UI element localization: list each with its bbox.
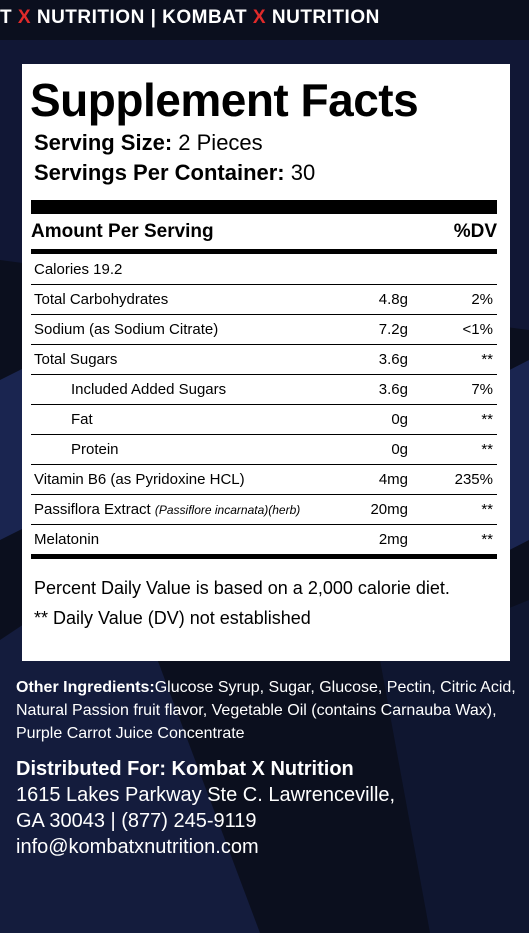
brand-text: NUTRITION bbox=[266, 7, 380, 28]
table-row: Total Carbohydrates 4.8g 2% bbox=[31, 285, 497, 315]
footnote-daily-value: Percent Daily Value is based on a 2,000 … bbox=[34, 578, 450, 598]
nutrient-name: Sodium (as Sodium Citrate) bbox=[31, 321, 328, 338]
nutrient-dv: ** bbox=[481, 351, 493, 368]
distributor-address-line1: 1615 Lakes Parkway Ste C. Lawrenceville, bbox=[16, 784, 396, 806]
nutrient-amount: 3.6g bbox=[378, 381, 408, 398]
nutrient-name-text: Sodium (as Sodium Citrate) bbox=[34, 321, 219, 338]
amount-header-row: Amount Per Serving %DV bbox=[31, 214, 497, 254]
nutrient-name: Total Sugars bbox=[31, 351, 328, 368]
panel-title: Supplement Facts bbox=[30, 74, 419, 126]
table-row: Melatonin 2mg ** bbox=[31, 525, 497, 559]
table-row: Protein 0g ** bbox=[31, 435, 497, 465]
other-ingredients-label: Other Ingredients: bbox=[16, 679, 155, 696]
servings-per-container-label: Servings Per Container: bbox=[34, 160, 285, 185]
nutrient-name-text: Total Sugars bbox=[34, 351, 118, 368]
distributor-address-line2: GA 30043 | (877) 245-9119 bbox=[16, 810, 257, 832]
footnote-not-established: ** Daily Value (DV) not established bbox=[34, 608, 311, 628]
nutrient-amount: 4.8g bbox=[378, 291, 408, 308]
footnotes: Percent Daily Value is based on a 2,000 … bbox=[31, 573, 497, 633]
nutrient-amount: 4mg bbox=[378, 471, 408, 488]
nutrient-name: Fat bbox=[31, 411, 328, 428]
servings-per-container: Servings Per Container: 30 bbox=[34, 158, 497, 188]
nutrient-dv: ** bbox=[481, 441, 493, 458]
serving-size-label: Serving Size: bbox=[34, 130, 173, 155]
distributor-label: Distributed For: Kombat X Nutrition bbox=[16, 758, 354, 780]
brand-x-mark: X bbox=[252, 7, 267, 28]
distributor-info: Distributed For: Kombat X Nutrition 1615… bbox=[16, 756, 395, 860]
nutrient-name-text: Fat bbox=[71, 411, 93, 428]
table-row: Fat 0g ** bbox=[31, 405, 497, 435]
nutrient-dv: ** bbox=[481, 531, 493, 548]
nutrient-amount: 7.2g bbox=[378, 321, 408, 338]
nutrient-dv: <1% bbox=[462, 321, 493, 338]
nutrient-name-text: Melatonin bbox=[34, 531, 100, 548]
thick-divider bbox=[31, 200, 497, 214]
table-row: Sodium (as Sodium Citrate) 7.2g <1% bbox=[31, 315, 497, 345]
other-ingredients: Other Ingredients:Glucose Syrup, Sugar, … bbox=[16, 676, 521, 745]
nutrient-name: Protein bbox=[31, 441, 328, 458]
table-row: Vitamin B6 (as Pyridoxine HCL) 4mg 235% bbox=[31, 465, 497, 495]
nutrient-name: Melatonin bbox=[31, 531, 328, 548]
brand-text: T bbox=[0, 7, 18, 28]
nutrient-name-text: Protein bbox=[71, 441, 119, 458]
brand-x-mark: X bbox=[17, 7, 32, 28]
nutrient-name-text: Included Added Sugars bbox=[71, 381, 227, 398]
serving-size: Serving Size: 2 Pieces bbox=[34, 128, 497, 158]
nutrient-name: Passiflora Extract (Passiflore incarnata… bbox=[31, 501, 328, 518]
calories-row: Calories 19.2 bbox=[31, 254, 497, 285]
distributor-email: info@kombatxnutrition.com bbox=[16, 836, 259, 858]
table-row: Total Sugars 3.6g ** bbox=[31, 345, 497, 375]
servings-per-container-value: 30 bbox=[290, 160, 316, 185]
nutrient-amount: 20mg bbox=[370, 501, 408, 518]
brand-banner: T X NUTRITION | KOMBAT X NUTRITION bbox=[0, 0, 529, 40]
dv-header: %DV bbox=[453, 221, 497, 242]
nutrient-name: Total Carbohydrates bbox=[31, 291, 328, 308]
nutrient-name-text: Total Carbohydrates bbox=[34, 291, 169, 308]
nutrient-dv: 2% bbox=[471, 291, 493, 308]
table-row: Included Added Sugars 3.6g 7% bbox=[31, 375, 497, 405]
nutrient-name: Vitamin B6 (as Pyridoxine HCL) bbox=[31, 471, 328, 488]
supplement-facts-panel: Supplement Facts Serving Size: 2 Pieces … bbox=[22, 64, 510, 661]
nutrient-amount: 2mg bbox=[378, 531, 408, 548]
nutrient-dv: ** bbox=[481, 501, 493, 518]
scientific-name: (Passiflore incarnata)(herb) bbox=[154, 503, 301, 517]
nutrient-amount: 0g bbox=[391, 441, 408, 458]
nutrient-rows: Total Carbohydrates 4.8g 2% Sodium (as Sodi… bbox=[31, 285, 497, 559]
nutrient-dv: 7% bbox=[471, 381, 493, 398]
amount-header: Amount Per Serving bbox=[31, 221, 214, 242]
serving-size-value: 2 Pieces bbox=[178, 130, 263, 155]
nutrient-amount: 3.6g bbox=[378, 351, 408, 368]
nutrient-name-text: Passiflora Extract bbox=[34, 501, 155, 518]
nutrient-dv: ** bbox=[481, 411, 493, 428]
nutrient-name: Included Added Sugars bbox=[31, 381, 328, 398]
calories-text: Calories 19.2 bbox=[34, 260, 123, 278]
table-row: Passiflora Extract (Passiflore incarnata… bbox=[31, 495, 497, 525]
nutrient-dv: 235% bbox=[454, 471, 493, 488]
nutrient-amount: 0g bbox=[391, 411, 408, 428]
nutrient-name-text: Vitamin B6 (as Pyridoxine HCL) bbox=[34, 471, 245, 488]
other-ingredients-text: Glucose Syrup, Sugar, Glucose, Pectin, C… bbox=[16, 679, 516, 742]
brand-text: NUTRITION | KOMBAT bbox=[31, 7, 253, 28]
